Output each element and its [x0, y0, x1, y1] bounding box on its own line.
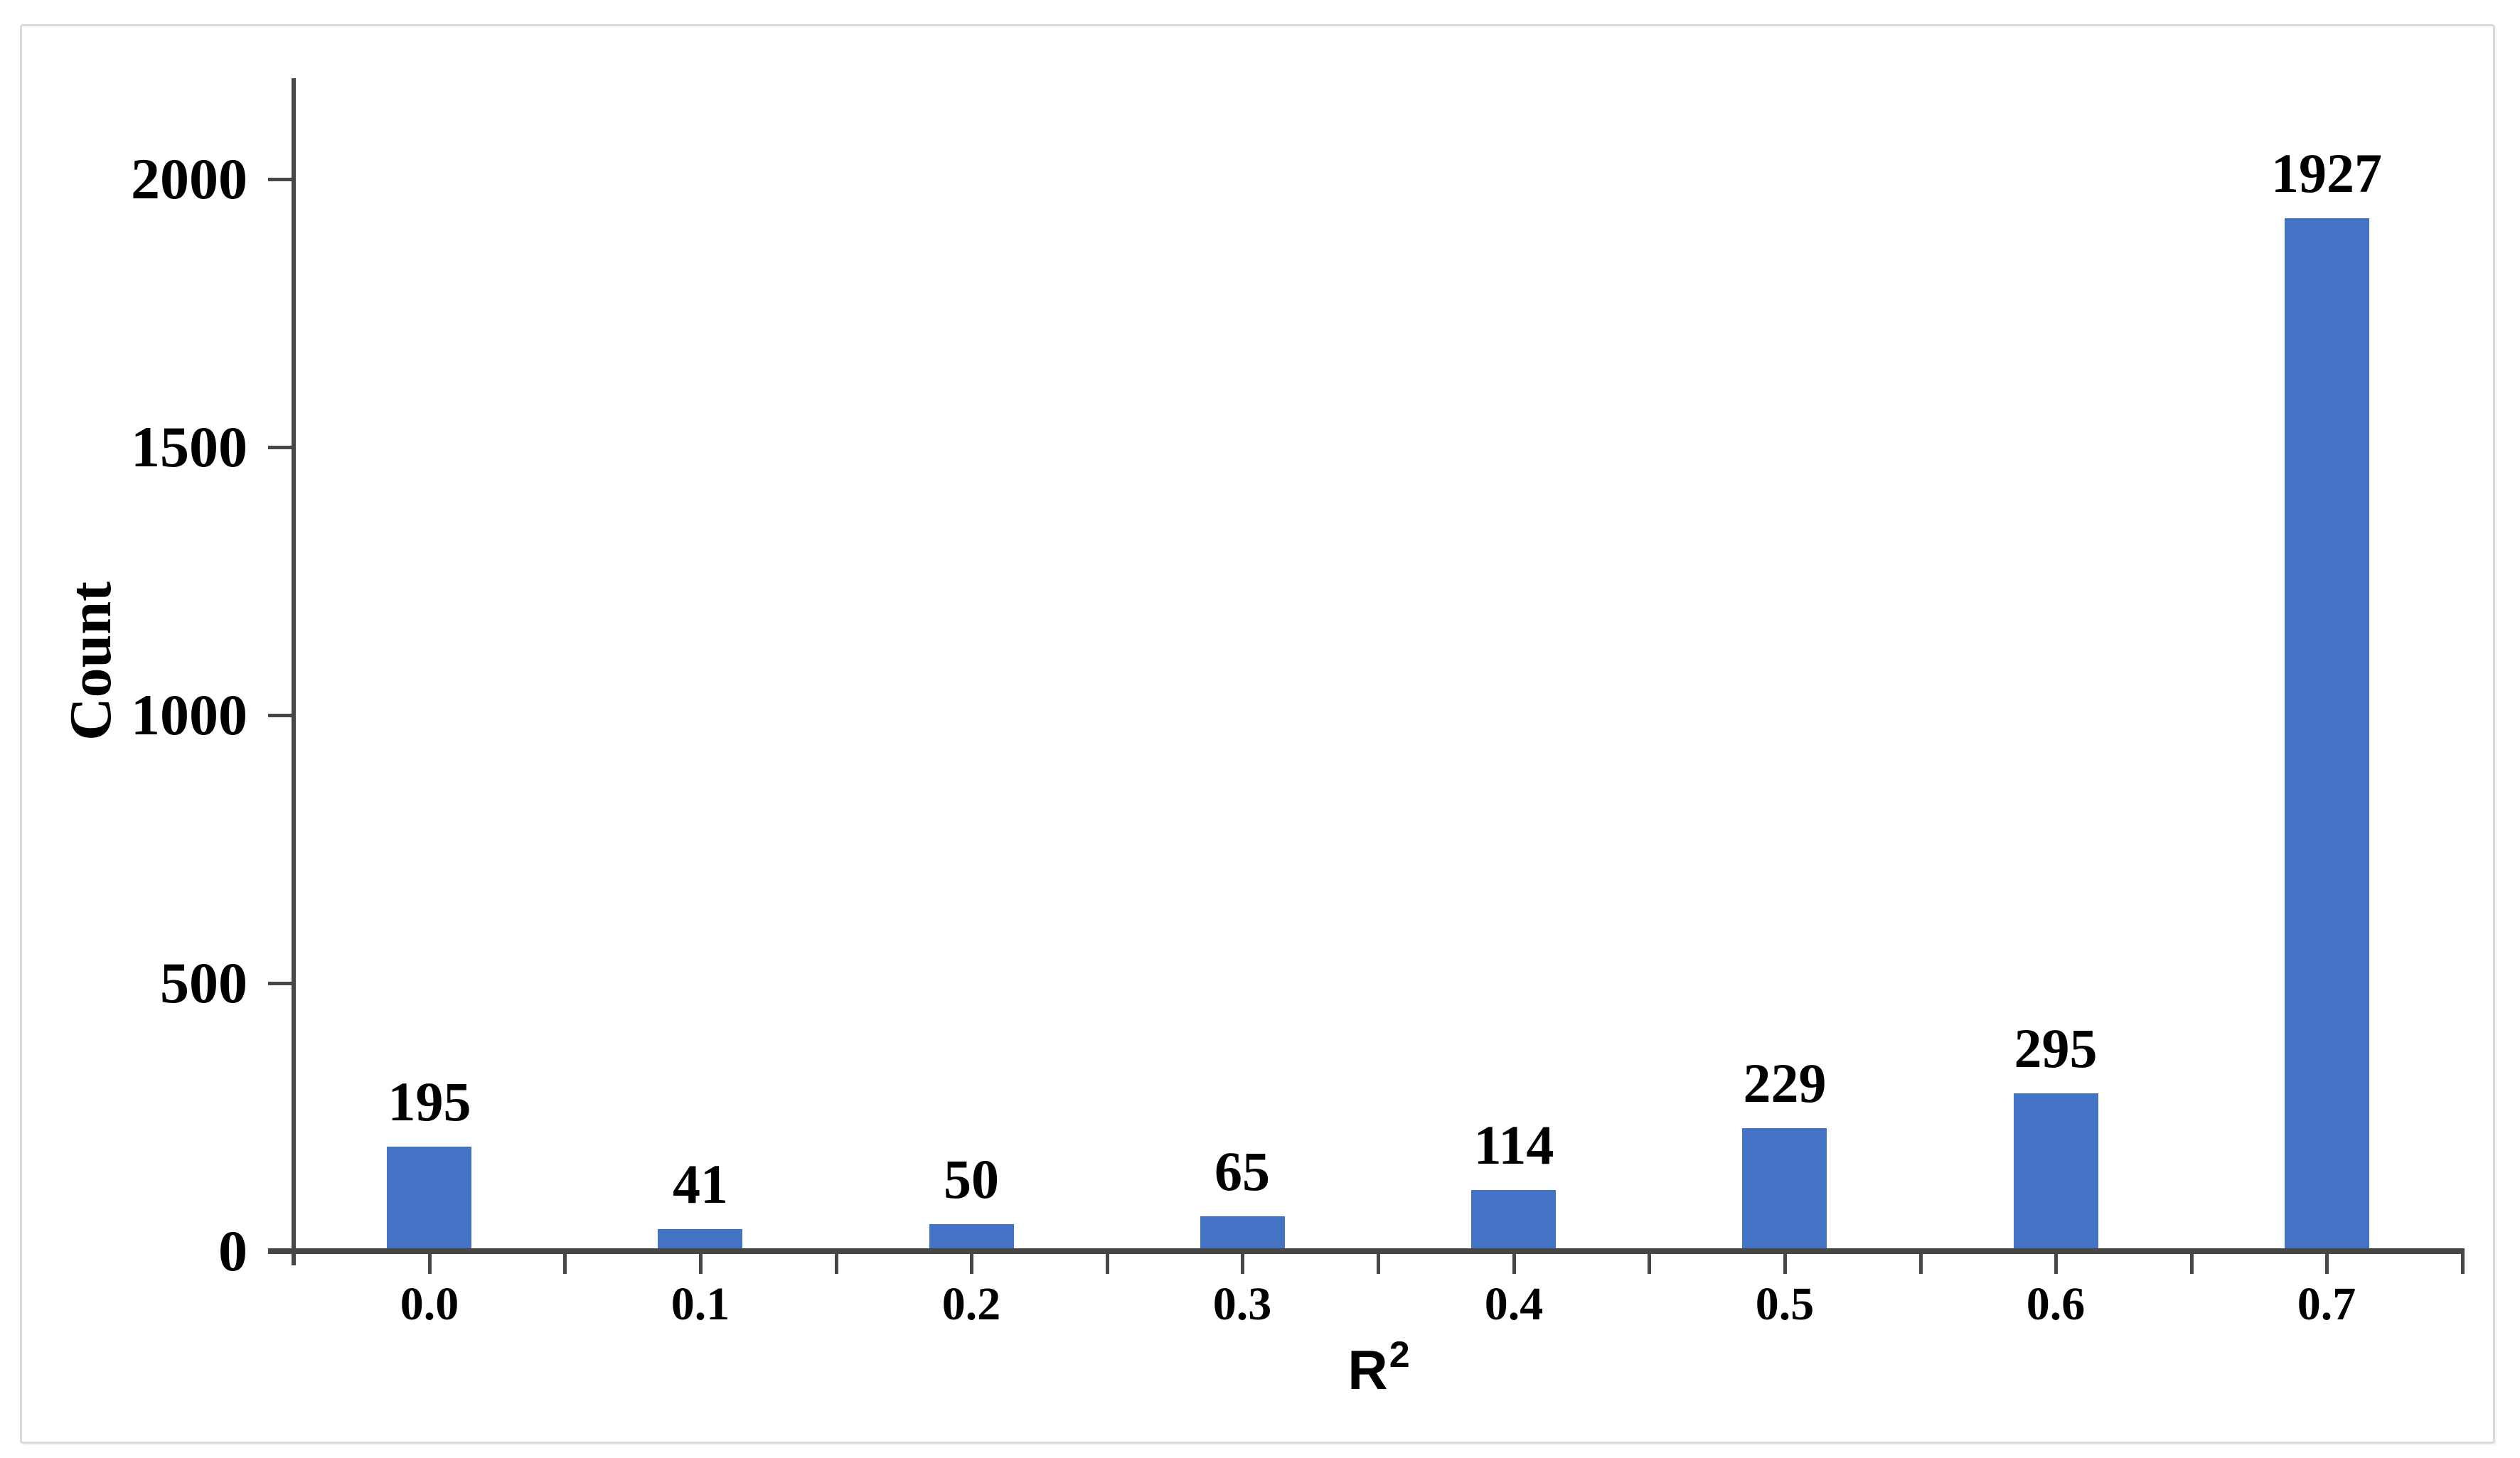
y-tick-label: 2000	[131, 146, 247, 211]
bar	[929, 1224, 1014, 1251]
y-tick	[268, 178, 294, 181]
y-tick	[268, 1250, 294, 1253]
x-tick	[970, 1251, 973, 1274]
x-category-label: 0.1	[671, 1278, 730, 1330]
bar	[658, 1229, 742, 1251]
bar-value-label: 1927	[2271, 142, 2382, 204]
x-axis-line	[268, 1248, 2465, 1254]
y-axis-line	[292, 78, 296, 1265]
bar	[2285, 218, 2369, 1251]
bar	[2014, 1093, 2098, 1251]
bar-value-label: 65	[1214, 1140, 1270, 1202]
x-tick	[699, 1251, 703, 1274]
y-tick	[268, 982, 294, 985]
bar-value-label: 229	[1743, 1052, 1827, 1114]
x-tick	[2461, 1251, 2465, 1274]
bar-value-label: 41	[673, 1153, 728, 1215]
x-category-label: 0.0	[400, 1278, 459, 1330]
bar	[1200, 1216, 1285, 1251]
y-tick-label: 0	[218, 1218, 247, 1283]
y-tick	[268, 446, 294, 449]
x-category-label: 0.2	[941, 1278, 1001, 1330]
bar	[1471, 1190, 1556, 1251]
y-tick	[268, 714, 294, 717]
bar-value-label: 114	[1473, 1114, 1554, 1176]
x-tick	[1783, 1251, 1787, 1274]
x-tick	[2054, 1251, 2058, 1274]
x-tick	[1512, 1251, 1516, 1274]
y-tick-label: 1000	[131, 682, 247, 747]
bar-value-label: 295	[2014, 1017, 2098, 1079]
x-category-label: 0.6	[2026, 1278, 2086, 1330]
y-tick-label: 1500	[131, 414, 247, 479]
x-tick	[1377, 1251, 1380, 1274]
x-tick	[428, 1251, 432, 1274]
x-tick	[2190, 1251, 2194, 1274]
x-category-label: 0.5	[1755, 1278, 1815, 1330]
x-category-label: 0.3	[1212, 1278, 1272, 1330]
x-category-label: 0.7	[2297, 1278, 2356, 1330]
x-axis-title: R2	[1271, 1336, 1485, 1401]
bar-value-label: 50	[944, 1148, 999, 1210]
y-tick-label: 500	[160, 950, 247, 1015]
bar-value-label: 195	[388, 1071, 471, 1132]
x-category-label: 0.4	[1484, 1278, 1544, 1330]
x-tick	[1919, 1251, 1923, 1274]
x-tick	[1648, 1251, 1651, 1274]
x-tick	[2325, 1251, 2329, 1274]
x-tick	[835, 1251, 838, 1274]
bar	[1742, 1128, 1827, 1251]
x-tick	[1241, 1251, 1244, 1274]
bar	[387, 1147, 471, 1251]
x-tick	[1106, 1251, 1109, 1274]
y-axis-title: Count	[58, 581, 124, 741]
x-tick	[563, 1251, 567, 1274]
x-axis-title-superscript: 2	[1389, 1334, 1410, 1376]
x-axis-title-base: R	[1347, 1339, 1388, 1401]
